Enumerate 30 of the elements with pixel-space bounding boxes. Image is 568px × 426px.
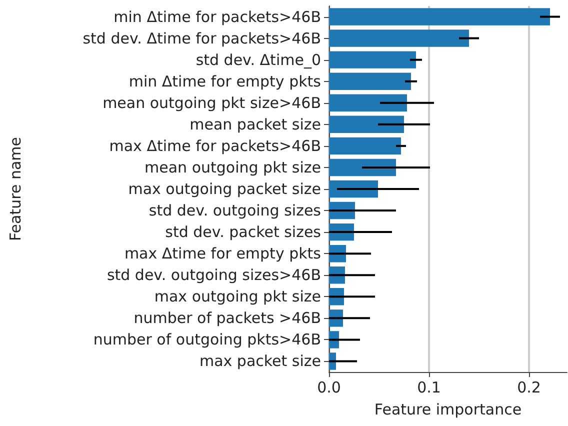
bar [329, 137, 401, 155]
y-tick-label: std dev. Δtime_0 [196, 50, 321, 69]
x-tick-label: 0.0 [317, 378, 341, 396]
bar [329, 94, 407, 112]
y-tick-label: mean outgoing pkt size [144, 158, 321, 176]
y-tick-label: max Δtime for packets>46B [109, 136, 321, 155]
x-tick-label: 0.1 [417, 378, 441, 396]
y-tick-label: number of packets >46B [134, 309, 321, 328]
y-tick-label: std dev. outgoing sizes [148, 202, 322, 220]
y-axis-title: Feature name [6, 137, 24, 241]
bar [329, 158, 396, 176]
bar [329, 72, 411, 90]
x-tick-label: 0.2 [517, 378, 541, 396]
y-tick-label: mean outgoing pkt size>46B [102, 94, 321, 112]
bar [329, 8, 550, 26]
y-tick-label: max outgoing pkt size [154, 288, 321, 306]
y-tick-label: std dev. packet sizes [165, 223, 322, 242]
bar [329, 51, 416, 68]
y-tick-label: mean packet size [190, 115, 321, 134]
y-tick-label: min Δtime for empty pkts [128, 72, 322, 90]
y-tick-label: min Δtime for packets>46B [114, 8, 321, 26]
y-tick-label: max packet size [199, 352, 321, 370]
y-tick-label: std dev. Δtime for packets>46B [82, 29, 321, 48]
x-axis-title: Feature importance [374, 400, 522, 418]
y-tick-label: number of outgoing pkts>46B [93, 330, 321, 349]
y-tick-label: std dev. outgoing sizes>46B [106, 266, 321, 284]
bar [329, 30, 469, 47]
y-tick-label: max outgoing packet size [128, 180, 321, 198]
bar [329, 116, 404, 134]
y-tick-label: max Δtime for empty pkts [124, 244, 322, 263]
